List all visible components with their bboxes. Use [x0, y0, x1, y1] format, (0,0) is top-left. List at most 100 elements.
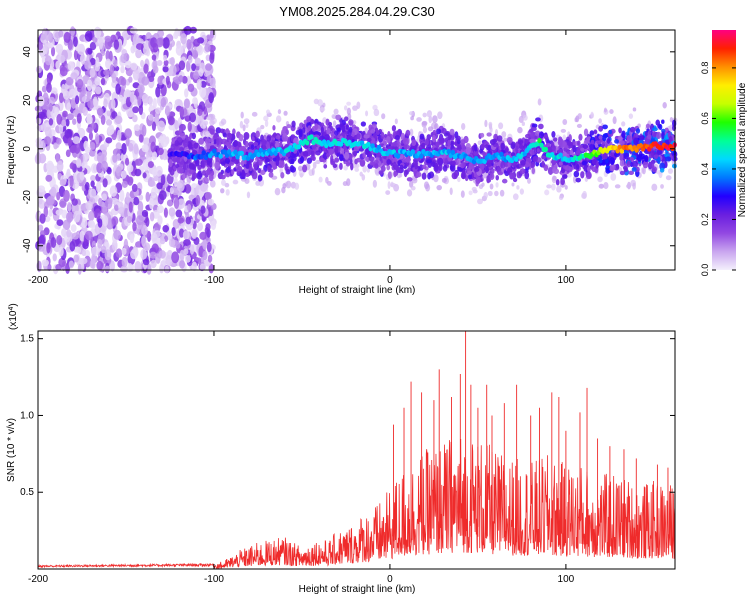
halo-cell [527, 177, 531, 184]
halo-cell [489, 183, 494, 190]
noise-cell [191, 229, 198, 239]
noise-cell [196, 44, 204, 56]
colorbar-gradient [712, 30, 736, 270]
ridge-cell [274, 142, 280, 148]
noise-cell [134, 261, 142, 273]
ridge-cell [204, 137, 211, 145]
ridge-cell [541, 155, 546, 160]
noise-cell [100, 78, 106, 86]
halo-cell [610, 173, 617, 181]
ridge-cell [598, 135, 603, 140]
ridge-cell [335, 114, 342, 121]
ridge-cell [188, 162, 193, 169]
halo-cell [609, 109, 614, 115]
noise-cell [67, 137, 73, 147]
noise-cell [140, 248, 148, 260]
ridge-cell [193, 142, 199, 149]
halo-cell [660, 184, 664, 189]
halo-cell [240, 111, 244, 119]
noise-cell [156, 205, 164, 214]
halo-cell [387, 181, 391, 190]
ridge-cell [651, 127, 658, 132]
halo-cell [603, 181, 609, 190]
ridge-cell [421, 172, 427, 180]
ridge-cell [344, 116, 349, 122]
ridge-cell [424, 138, 429, 146]
ridge-cell [213, 139, 217, 145]
ridge-cell [339, 162, 343, 170]
ridge-cell [575, 177, 581, 183]
ridge-cell [672, 150, 677, 156]
halo-cell [669, 116, 674, 123]
ridge-cell [240, 160, 245, 166]
ridge-cell [209, 128, 214, 135]
halo-cell [457, 176, 461, 183]
noise-cell [73, 141, 81, 154]
noise-cell [46, 242, 51, 254]
ridge-cell [299, 156, 305, 164]
halo-cell [436, 184, 442, 191]
noise-cell [152, 42, 159, 53]
ridge-cell [447, 139, 451, 147]
noise-cell [151, 151, 158, 161]
ridge-cell [255, 130, 260, 138]
ridge-cell [307, 125, 312, 132]
ridge-cell [480, 132, 485, 138]
spectrogram-y-axis-label: Frequency (Hz) [6, 116, 17, 185]
halo-cell [319, 107, 326, 112]
noise-cell [191, 261, 198, 272]
noise-cell [113, 59, 118, 68]
ridge-cell [623, 152, 630, 160]
noise-cell [193, 38, 201, 47]
ridge-cell [614, 139, 620, 144]
noise-cell [181, 75, 188, 84]
noise-cell [65, 118, 70, 127]
noise-cell [195, 194, 201, 206]
ridge-cell [319, 157, 325, 163]
colorbar-tick-label: 0.8 [700, 62, 710, 75]
noise-cell [115, 83, 121, 95]
halo-cell [251, 111, 258, 117]
ridge-cell [633, 133, 639, 138]
noise-cell [199, 231, 207, 240]
noise-cell [62, 110, 68, 118]
noise-cell [46, 82, 52, 93]
noise-cell [191, 63, 197, 72]
noise-cell [183, 98, 190, 109]
noise-cell [37, 41, 44, 51]
noise-cell [72, 118, 77, 125]
noise-cell [155, 165, 163, 177]
snr-panel: -200 -100 0 100 0.51.01.5 (x104) Height of … [6, 303, 676, 595]
ridge-cell [299, 130, 303, 138]
ridge-cell [467, 170, 472, 175]
ridge-cell [272, 124, 276, 131]
ridge-peak-cell [309, 134, 314, 140]
halo-cell [488, 121, 493, 127]
noise-cell [138, 134, 144, 143]
noise-cell [48, 102, 53, 112]
halo-cell [468, 190, 473, 196]
halo-cell [494, 190, 499, 197]
ridge-cell [525, 133, 531, 139]
noise-cell [111, 216, 119, 226]
noise-cell [37, 224, 44, 232]
ridge-cell [406, 177, 413, 182]
noise-cell [138, 104, 144, 116]
ridge-cell [215, 163, 219, 171]
ridge-cell [258, 158, 263, 166]
halo-cell [356, 101, 361, 109]
halo-cell [362, 165, 367, 173]
ridge-cell [438, 136, 444, 145]
noise-cell [162, 66, 169, 73]
y-tick-label: 0 [22, 146, 33, 152]
halo-cell [665, 175, 672, 181]
halo-cell [205, 131, 211, 136]
noise-cell [166, 199, 174, 207]
ridge-cell [421, 142, 426, 148]
ridge-cell [581, 160, 588, 166]
halo-cell [519, 188, 525, 195]
ridge-cell [645, 123, 651, 129]
noise-cell [55, 263, 63, 271]
halo-cell [346, 101, 352, 106]
noise-cell [113, 229, 122, 240]
